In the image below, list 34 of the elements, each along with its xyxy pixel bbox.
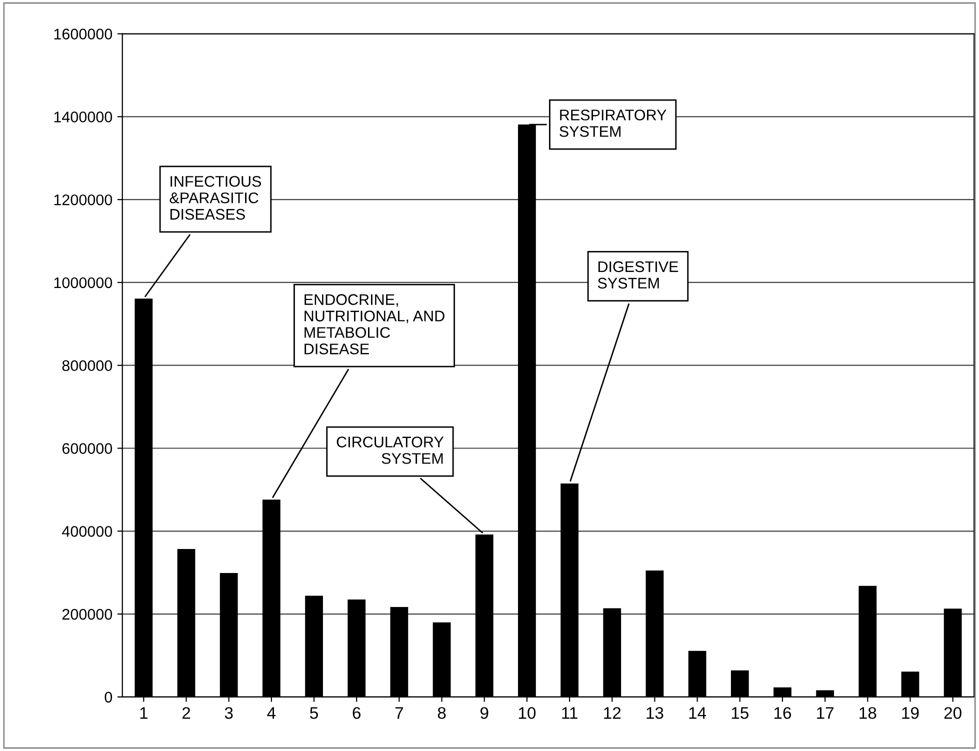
x-tick-label: 11 bbox=[562, 707, 578, 719]
x-tick-label: 9 bbox=[480, 707, 488, 719]
y-tick-label: 600000 bbox=[62, 443, 112, 454]
annotation: INFECTIOUS &PARASITIC DISEASES bbox=[170, 176, 262, 220]
y-tick-label: 400000 bbox=[62, 526, 112, 537]
x-tick-label: 4 bbox=[267, 707, 276, 719]
y-tick-label: 0 bbox=[104, 692, 112, 703]
x-tick-label: 17 bbox=[817, 707, 834, 719]
annotation: ENDOCRINE, NUTRITIONAL, AND METABOLIC DISEASE bbox=[304, 294, 444, 354]
x-tick-label: 3 bbox=[224, 707, 233, 719]
x-tick-label: 14 bbox=[689, 707, 706, 719]
y-tick-label: 1200000 bbox=[54, 194, 112, 206]
x-tick-label: 13 bbox=[646, 707, 664, 719]
y-tick-label: 1400000 bbox=[54, 112, 112, 122]
annotation: DIGESTIVE SYSTEM bbox=[598, 261, 678, 289]
annotation: CIRCULATORY SYSTEM bbox=[336, 436, 444, 464]
x-tick-label: 2 bbox=[182, 707, 190, 719]
x-tick-label: 12 bbox=[604, 707, 621, 719]
y-tick-label: 800000 bbox=[62, 360, 112, 372]
x-tick-label: 5 bbox=[310, 707, 318, 719]
x-tick-label: 16 bbox=[774, 707, 792, 719]
annotation: RESPIRATORY SYSTEM bbox=[560, 110, 666, 137]
x-tick-label: 18 bbox=[860, 707, 876, 719]
y-tick-label: 1000000 bbox=[54, 277, 112, 288]
x-tick-label: 20 bbox=[944, 707, 962, 719]
x-tick-label: 19 bbox=[902, 707, 919, 719]
x-tick-label: 10 bbox=[518, 707, 536, 719]
y-tick-label: 200000 bbox=[62, 608, 112, 620]
x-tick-label: 1 bbox=[140, 707, 148, 719]
x-tick-label: 15 bbox=[732, 707, 748, 719]
x-tick-label: 7 bbox=[395, 707, 403, 719]
x-tick-label: 8 bbox=[438, 707, 446, 719]
y-tick-label: 1600000 bbox=[54, 28, 112, 40]
x-tick-label: 6 bbox=[352, 707, 361, 719]
